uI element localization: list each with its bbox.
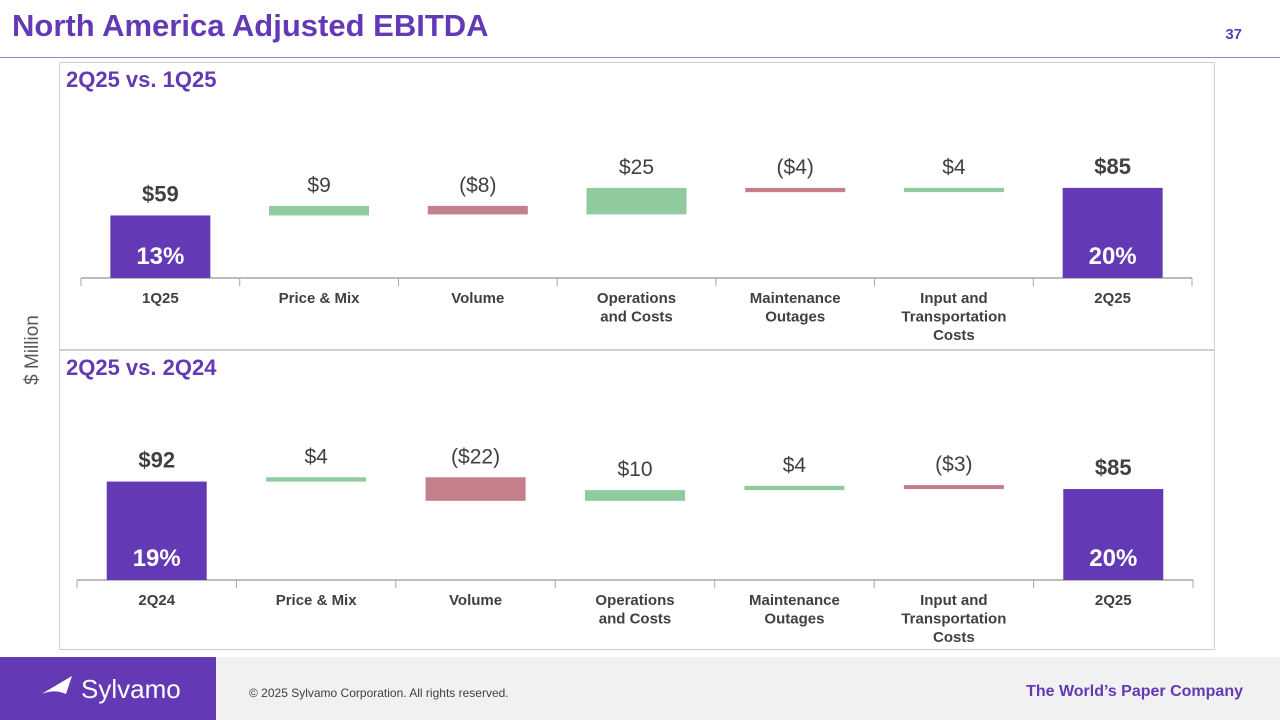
value-label-2q24: $92 (138, 448, 175, 473)
chart-panel-2q25-vs-1q25: 2Q25 vs. 1Q25 $59 13% 1Q25 $9 Price & Mix ($8… (59, 62, 1215, 350)
value-label-input-and-transportation-costs: $4 (942, 156, 966, 179)
category-label-line: Transportation (901, 611, 1006, 628)
category-label-maintenance-outages: Maintenance Outages (749, 592, 840, 628)
category-label-line: Operations (595, 592, 674, 609)
bar-volume (427, 205, 528, 215)
category-label-line: Outages (765, 309, 825, 326)
category-label-2q25: 2Q25 (1094, 290, 1131, 307)
category-label-line: Price & Mix (276, 592, 358, 609)
category-label-line: Maintenance (749, 592, 840, 609)
category-label-line: 2Q24 (138, 592, 175, 609)
chart-panel-2q25-vs-2q24: 2Q25 vs. 2Q24 $92 19% 2Q24 $4 Price & Mix ($2… (59, 350, 1215, 650)
category-label-line: Operations (597, 290, 676, 307)
bar-2q25 (1062, 187, 1163, 278)
sylvamo-logo-icon (37, 676, 72, 697)
category-label-line: and Costs (600, 309, 673, 326)
margin-label-1q25: 13% (136, 243, 184, 270)
category-label-line: and Costs (599, 611, 672, 628)
category-label-volume: Volume (451, 290, 504, 307)
bar-operations-and-costs (585, 490, 685, 501)
bar-price-mix (266, 477, 367, 482)
category-label-input-and-transportation-costs: Input and Transportation Costs (901, 592, 1006, 646)
category-label-operations-and-costs: Operations and Costs (597, 290, 676, 326)
value-label-price-mix: $4 (304, 445, 328, 468)
category-label-volume: Volume (449, 592, 502, 609)
category-label-line: Volume (449, 592, 502, 609)
bar-maintenance-outages (745, 187, 846, 193)
value-label-operations-and-costs: $10 (617, 458, 652, 481)
bar-1q25 (110, 215, 211, 278)
category-label-line: Maintenance (750, 290, 841, 307)
category-label-maintenance-outages: Maintenance Outages (750, 290, 841, 326)
category-label-2q25: 2Q25 (1095, 592, 1132, 609)
chart-title: 2Q25 vs. 1Q25 (66, 67, 217, 92)
waterfall-chart-2q25-vs-2q24: $92 19% 2Q24 $4 Price & Mix ($22) Volume $10 Ope… (76, 445, 1194, 646)
value-label-price-mix: $9 (307, 174, 330, 197)
category-label-price-mix: Price & Mix (276, 592, 358, 609)
bar-maintenance-outages (744, 485, 845, 491)
category-label-line: Outages (764, 611, 824, 628)
category-label-line: Costs (933, 629, 975, 646)
page-number: 37 (1225, 26, 1242, 43)
category-label-line: Input and (920, 592, 988, 609)
waterfall-chart-2q25-vs-1q25: $59 13% 1Q25 $9 Price & Mix ($8) Volume $25 Oper… (80, 154, 1193, 344)
bar-input-and-transportation-costs (903, 485, 1004, 490)
chart-title: 2Q25 vs. 2Q24 (66, 355, 217, 380)
category-label-operations-and-costs: Operations and Costs (595, 592, 674, 628)
category-label-input-and-transportation-costs: Input and Transportation Costs (901, 290, 1006, 344)
value-label-2q25: $85 (1094, 154, 1131, 179)
tagline: The World’s Paper Company (1026, 683, 1243, 700)
category-label-1q25: 1Q25 (142, 290, 179, 307)
margin-label-2q25: 20% (1089, 243, 1137, 270)
value-label-input-and-transportation-costs: ($3) (935, 453, 972, 476)
bar-2q25 (1063, 489, 1164, 580)
value-label-maintenance-outages: $4 (783, 454, 807, 477)
category-label-line: Costs (933, 327, 975, 344)
y-axis-label: $ Million (22, 315, 43, 385)
category-label-line: Price & Mix (279, 290, 361, 307)
value-label-1q25: $59 (142, 181, 179, 206)
category-label-price-mix: Price & Mix (279, 290, 361, 307)
category-label-2q24: 2Q24 (138, 592, 175, 609)
value-label-volume: ($22) (451, 445, 500, 468)
value-label-operations-and-costs: $25 (619, 156, 654, 179)
page-title: North America Adjusted EBITDA (12, 8, 489, 43)
bar-input-and-transportation-costs (903, 187, 1004, 193)
footer: Sylvamo © 2025 Sylvamo Corporation. All … (0, 657, 1280, 720)
category-label-line: 2Q25 (1095, 592, 1132, 609)
category-label-line: Transportation (901, 309, 1006, 326)
margin-label-2q25: 20% (1089, 545, 1137, 572)
brand-name: Sylvamo (81, 674, 181, 704)
brand-block: Sylvamo (0, 657, 216, 720)
bar-operations-and-costs (586, 187, 687, 215)
copyright-text: © 2025 Sylvamo Corporation. All rights r… (249, 686, 509, 700)
title-divider (0, 57, 1280, 58)
bar-2q24 (106, 481, 207, 580)
value-label-2q25: $85 (1095, 455, 1132, 480)
margin-label-2q24: 19% (133, 545, 181, 572)
category-label-line: Input and (920, 290, 988, 307)
category-label-line: Volume (451, 290, 504, 307)
bar-volume (425, 477, 526, 501)
bar-price-mix (269, 205, 370, 216)
value-label-maintenance-outages: ($4) (777, 156, 814, 179)
category-label-line: 1Q25 (142, 290, 179, 307)
value-label-volume: ($8) (459, 174, 496, 197)
category-label-line: 2Q25 (1094, 290, 1131, 307)
